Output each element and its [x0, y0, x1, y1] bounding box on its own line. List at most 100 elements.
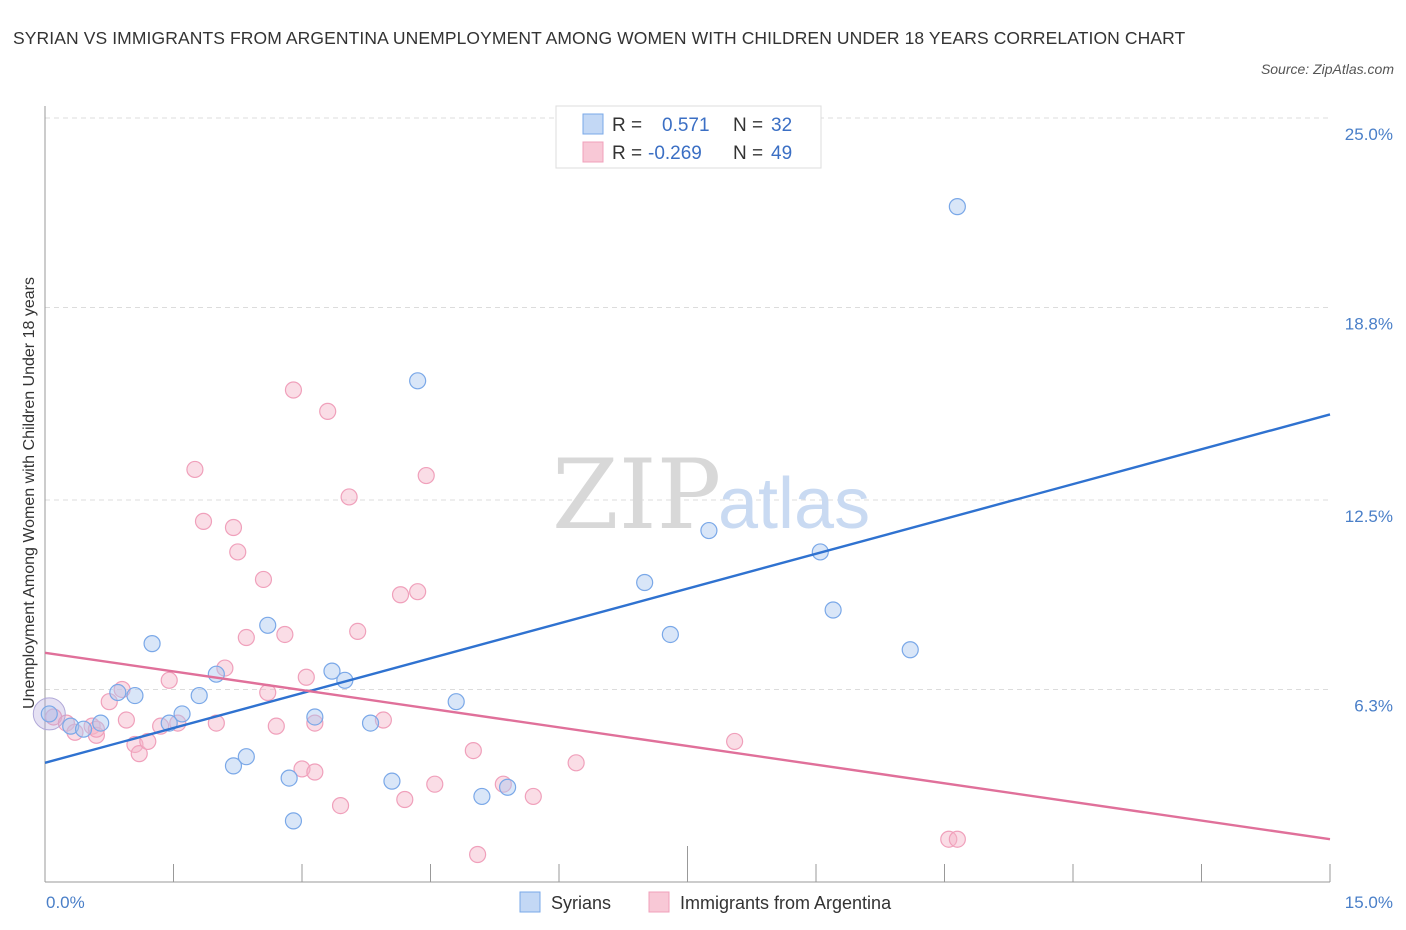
argentina-point-30	[319, 402, 337, 420]
argentina-point-28	[306, 763, 324, 781]
argentina-point-32	[340, 488, 358, 506]
argentina-point-6	[117, 711, 135, 729]
watermark-zip: ZIP	[552, 439, 721, 551]
argentina-point-35	[391, 586, 410, 604]
grid-lines	[45, 117, 1330, 690]
syrians-point-12	[237, 748, 255, 766]
argentina-point-19	[229, 543, 247, 561]
syrians-point-17	[323, 662, 341, 680]
bottom-legend-argentina: Immigrants from Argentina	[680, 893, 892, 913]
argentina-trend-line	[44, 651, 1331, 841]
argentina-point-44	[567, 754, 585, 772]
argentina-point-5	[100, 693, 118, 711]
syrians-point-6	[143, 635, 161, 653]
legend-r-argentina: -0.269	[648, 143, 702, 164]
y-tick-labels: 6.3% 12.5% 18.8% 25.0%	[1345, 125, 1393, 715]
syrians-point-10	[207, 665, 225, 683]
syrians-point-2	[74, 720, 93, 738]
syrians-point-16	[306, 708, 324, 726]
syrians-point-20	[383, 772, 401, 790]
argentina-point-43	[524, 787, 542, 806]
source-label: Source: ZipAtlas.com	[1260, 61, 1394, 77]
argentina-point-27	[297, 668, 315, 686]
syrians-point-30	[901, 641, 919, 659]
trend-lines	[44, 413, 1331, 841]
argentina-point-31	[331, 796, 350, 815]
watermark-atlas: atlas	[718, 464, 870, 544]
legend-box: R = 0.571 N = 32 R = -0.269 N = 49	[555, 105, 822, 169]
legend-r-syrians: 0.571	[662, 115, 710, 136]
axes	[44, 106, 1331, 883]
syrians-point-22	[447, 693, 465, 711]
x-tick-label-0: 0.0%	[46, 893, 85, 912]
argentina-point-36	[396, 790, 414, 809]
syrians-point-4	[109, 683, 127, 702]
argentina-point-24	[276, 625, 294, 644]
y-tick-label-0: 6.3%	[1354, 696, 1393, 715]
syrians-point-29	[824, 601, 842, 619]
series-argentina-points	[32, 381, 966, 864]
argentina-point-34	[374, 711, 392, 729]
argentina-point-40	[464, 741, 482, 760]
argentina-point-9	[130, 745, 148, 763]
y-tick-label-3: 25.0%	[1345, 125, 1393, 144]
argentina-point-16	[207, 714, 225, 732]
argentina-point-33	[349, 622, 367, 641]
argentina-point-21	[254, 570, 273, 589]
legend-r-label: R =	[612, 115, 642, 136]
legend-n-syrians: 32	[771, 115, 792, 136]
argentina-point-45	[726, 732, 744, 751]
bottom-legend-swatch-argentina	[648, 891, 670, 913]
syrians-point-24	[499, 778, 517, 796]
bottom-legend-syrians: Syrians	[551, 893, 611, 913]
legend-n-label-2: N =	[733, 143, 763, 164]
argentina-point-12	[160, 671, 178, 689]
bottom-legend-swatch-syrians	[519, 891, 541, 913]
syrians-point-31	[948, 198, 966, 216]
syrians-point-21	[409, 372, 427, 390]
argentina-point-26	[293, 760, 311, 778]
argentina-point-29	[306, 714, 324, 732]
legend-n-label: N =	[733, 115, 763, 136]
syrians-point-3	[92, 714, 110, 732]
syrians-point-23	[473, 787, 491, 806]
syrians-point-26	[661, 625, 679, 644]
syrians-point-13	[259, 616, 277, 634]
legend-swatch-syrians	[582, 113, 604, 135]
y-tick-label-1: 12.5%	[1345, 507, 1393, 526]
y-axis-title: Unemployment Among Women with Children U…	[21, 277, 38, 709]
argentina-point-14	[186, 460, 204, 479]
argentina-point-39	[426, 775, 444, 793]
argentina-point-20	[237, 628, 255, 647]
syrians-point-5	[126, 686, 144, 705]
argentina-point-18	[224, 518, 243, 537]
syrians-point-19	[361, 714, 380, 732]
syrians-point-1	[62, 717, 80, 735]
syrians-point-14	[280, 769, 298, 787]
argentina-point-17	[216, 659, 234, 677]
argentina-point-15	[194, 512, 213, 530]
syrians-point-11	[224, 757, 243, 775]
argentina-point-25	[284, 381, 303, 399]
argentina-point-41	[469, 845, 487, 864]
y-tick-label-2: 18.8%	[1345, 314, 1393, 333]
bottom-legend: Syrians Immigrants from Argentina	[519, 891, 892, 913]
x-tick-label-1: 15.0%	[1345, 893, 1393, 912]
legend-swatch-argentina	[582, 141, 604, 163]
syrians-trend-line	[44, 413, 1331, 764]
syrians-point-0	[40, 705, 58, 723]
syrians-point-27	[700, 521, 718, 540]
argentina-point-37	[409, 583, 427, 601]
syrians-point-25	[636, 573, 654, 592]
syrians-point-9	[190, 686, 208, 705]
syrians-point-15	[284, 812, 303, 830]
legend-r-label-2: R =	[612, 143, 642, 164]
argentina-point-38	[417, 466, 435, 485]
argentina-point-23	[267, 717, 285, 735]
chart-title: SYRIAN VS IMMIGRANTS FROM ARGENTINA UNEM…	[13, 28, 1186, 48]
argentina-point-47	[948, 830, 966, 848]
syrians-point-8	[173, 705, 191, 723]
legend-n-argentina: 49	[771, 143, 792, 164]
overlap-point-large	[32, 697, 66, 731]
